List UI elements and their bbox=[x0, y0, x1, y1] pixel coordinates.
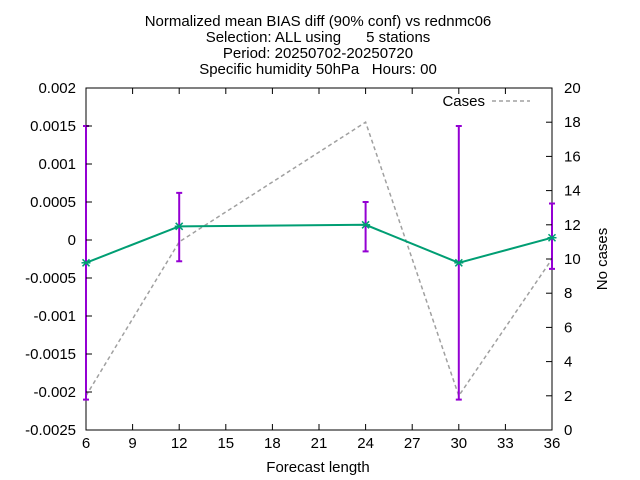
y-tick-label-6: -0.001 bbox=[33, 308, 76, 325]
y2-tick-label-1: 18 bbox=[564, 114, 581, 131]
cases-line bbox=[85, 121, 553, 398]
y-tick-label-4: 0 bbox=[68, 232, 76, 249]
x-tick-label-4: 18 bbox=[264, 435, 281, 452]
y2-tick-label-4: 12 bbox=[564, 217, 581, 234]
y-tick-label-7: -0.0015 bbox=[25, 346, 76, 363]
x-tick-label-1: 9 bbox=[128, 435, 136, 452]
y2-tick-label-0: 20 bbox=[564, 80, 581, 97]
x-tick-label-2: 12 bbox=[171, 435, 188, 452]
y-tick-label-8: -0.002 bbox=[33, 384, 76, 401]
title-line-4: Specific humidity 50hPa Hours: 00 bbox=[199, 61, 437, 78]
y2-tick-label-7: 6 bbox=[564, 319, 572, 336]
x-tick-label-7: 27 bbox=[404, 435, 421, 452]
bias-point-0 bbox=[81, 258, 91, 267]
plot-frame bbox=[85, 87, 553, 431]
y2-tick-label-8: 4 bbox=[564, 354, 572, 371]
y2-axis-label: No cases bbox=[594, 228, 611, 291]
bias-point-4 bbox=[547, 233, 557, 242]
y-tick-label-0: 0.002 bbox=[38, 80, 76, 97]
legend-label-cases: Cases bbox=[442, 93, 485, 110]
title-line-1: Normalized mean BIAS diff (90% conf) vs … bbox=[145, 13, 492, 30]
y-tick-label-3: 0.0005 bbox=[30, 194, 76, 211]
y2-tick-label-3: 14 bbox=[564, 183, 581, 200]
bias-point-1 bbox=[174, 222, 184, 231]
x-tick-label-0: 6 bbox=[82, 435, 90, 452]
y2-tick-label-6: 8 bbox=[564, 285, 572, 302]
y2-tick-label-5: 10 bbox=[564, 251, 581, 268]
bias-series bbox=[81, 220, 557, 267]
y-tick-label-5: -0.0005 bbox=[25, 270, 76, 287]
x-tick-label-6: 24 bbox=[357, 435, 374, 452]
legend: Cases bbox=[442, 93, 530, 110]
y-tick-label-1: 0.0015 bbox=[30, 118, 76, 135]
y-tick-label-2: 0.001 bbox=[38, 156, 76, 173]
bias-point-3 bbox=[454, 258, 464, 267]
tick-layer: 6 9 12 15 18 21 24 27 30 33 360.0020.00150.0010.00… bbox=[25, 80, 581, 452]
x-tick-label-10: 36 bbox=[544, 435, 561, 452]
bias-line bbox=[85, 223, 553, 264]
x-tick-label-9: 33 bbox=[497, 435, 514, 452]
title-line-2: Selection: ALL using 5 stations bbox=[206, 29, 431, 46]
x-axis-label: Forecast length bbox=[266, 459, 369, 476]
x-tick-label-3: 15 bbox=[217, 435, 234, 452]
x-tick-label-5: 21 bbox=[311, 435, 328, 452]
x-tick-label-8: 30 bbox=[450, 435, 467, 452]
y2-tick-label-10: 0 bbox=[564, 422, 572, 439]
y2-tick-label-2: 16 bbox=[564, 148, 581, 165]
y2-tick-label-9: 2 bbox=[564, 388, 572, 405]
bias-point-2 bbox=[361, 220, 371, 229]
y-tick-label-9: -0.0025 bbox=[25, 422, 76, 439]
cases-series bbox=[85, 121, 553, 398]
chart-title: Normalized mean BIAS diff (90% conf) vs … bbox=[145, 13, 492, 78]
title-line-3: Period: 20250702-20250720 bbox=[223, 45, 413, 62]
